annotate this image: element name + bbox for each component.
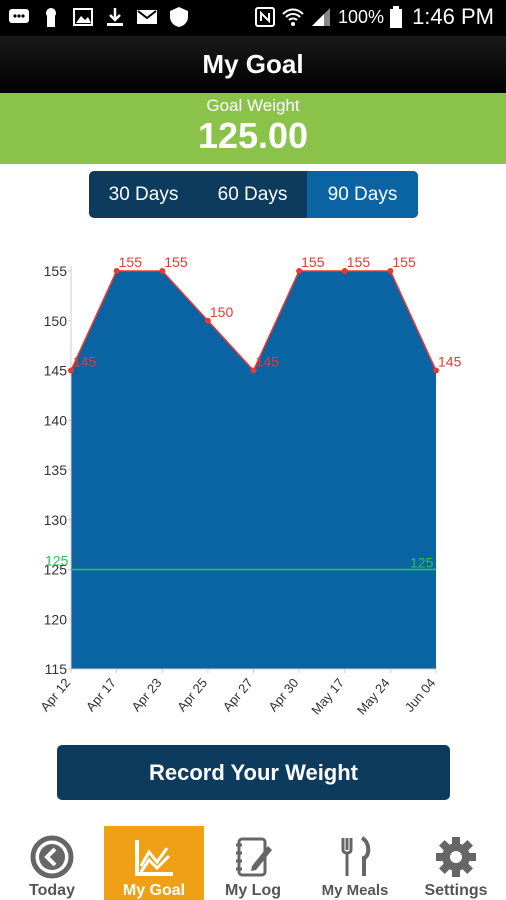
y-tick-label: 135 <box>44 462 68 478</box>
clock-back-icon <box>30 835 74 879</box>
nav-settings-label: Settings <box>424 882 488 899</box>
data-point <box>113 268 120 274</box>
data-point <box>296 268 303 274</box>
x-tick-label: Apr 25 <box>174 675 210 714</box>
weight-area <box>71 271 436 669</box>
data-point <box>250 367 257 374</box>
page-title: My Goal <box>202 49 304 79</box>
goal-weight-value: 125.00 <box>197 115 309 156</box>
download-icon <box>107 8 123 26</box>
battery-icon <box>390 6 403 28</box>
x-tick-label: Apr 30 <box>265 675 301 714</box>
range-selector: 30 Days 60 Days 90 Days <box>89 171 418 218</box>
status-bar: 100% 1:46 PM <box>0 0 506 36</box>
title-bar: My Goal <box>0 36 506 93</box>
x-tick-label: Apr 27 <box>220 675 256 714</box>
system-status: 100% 1:46 PM <box>254 4 494 30</box>
nav-my-goal[interactable]: My Goal <box>104 826 204 900</box>
nav-my-meals[interactable]: My Meals <box>305 826 405 900</box>
record-weight-button[interactable]: Record Your Weight <box>57 745 450 800</box>
tab-60-days[interactable]: 60 Days <box>217 184 288 205</box>
data-label: 155 <box>301 254 325 270</box>
data-label: 145 <box>438 354 462 370</box>
x-tick-label: Jun 04 <box>402 675 439 715</box>
bottom-nav: Today My Goal My Log My Meals Settings <box>0 826 506 900</box>
battery-percent: 100% <box>338 6 385 27</box>
data-label: 145 <box>256 354 280 370</box>
y-tick-label: 115 <box>45 661 68 677</box>
goal-weight-panel: Goal Weight 125.00 <box>0 93 506 164</box>
goal-line-label-right: 125 <box>410 555 434 571</box>
x-tick-label: Apr 17 <box>83 675 119 714</box>
x-tick-label: Apr 23 <box>128 675 164 714</box>
tab-90-days[interactable]: 90 Days <box>307 171 418 218</box>
nav-today-label: Today <box>29 882 75 899</box>
fork-knife-icon <box>341 836 371 876</box>
data-point <box>204 317 211 324</box>
data-point <box>433 367 439 374</box>
y-tick-label: 125 <box>44 562 68 578</box>
data-label: 155 <box>347 254 371 270</box>
notebook-icon <box>236 837 272 877</box>
nav-my-log[interactable]: My Log <box>203 826 303 900</box>
y-tick-label: 155 <box>44 263 68 279</box>
y-tick-label: 120 <box>44 611 68 627</box>
data-label: 155 <box>392 254 416 270</box>
data-label: 155 <box>164 254 188 270</box>
data-label: 150 <box>210 304 234 320</box>
mail-icon <box>137 10 157 24</box>
y-tick-label: 130 <box>44 512 68 528</box>
goal-weight-label: Goal Weight <box>206 96 300 115</box>
gear-icon <box>436 837 476 877</box>
goal-line-label-left: 125 <box>45 553 69 569</box>
nav-my-goal-label: My Goal <box>122 882 186 899</box>
nav-today[interactable]: Today <box>2 826 102 900</box>
nav-settings[interactable]: Settings <box>406 826 506 900</box>
data-point <box>68 367 74 374</box>
nav-my-log-label: My Log <box>225 882 281 899</box>
keyhole-icon <box>46 8 56 27</box>
tab-30-days[interactable]: 30 Days <box>108 184 179 205</box>
x-tick-label: Apr 12 <box>37 675 73 714</box>
image-icon <box>73 8 93 26</box>
data-point <box>387 268 394 274</box>
clock: 1:46 PM <box>412 4 494 29</box>
data-label: 145 <box>73 354 97 370</box>
nfc-icon <box>255 7 276 27</box>
nav-my-meals-label: My Meals <box>321 882 389 899</box>
y-tick-label: 145 <box>44 363 68 379</box>
wifi-icon <box>282 8 304 26</box>
y-tick-label: 150 <box>44 313 68 329</box>
data-label: 155 <box>119 254 143 270</box>
x-tick-label: May 24 <box>354 675 393 717</box>
shield-icon <box>170 7 188 27</box>
notification-icons <box>8 6 190 28</box>
data-point <box>341 268 348 274</box>
x-tick-label: May 17 <box>308 675 347 717</box>
signal-icon <box>312 8 331 26</box>
y-tick-label: 140 <box>44 412 68 428</box>
chat-icon <box>9 9 29 23</box>
data-point <box>159 268 166 274</box>
chart-icon <box>135 840 173 876</box>
